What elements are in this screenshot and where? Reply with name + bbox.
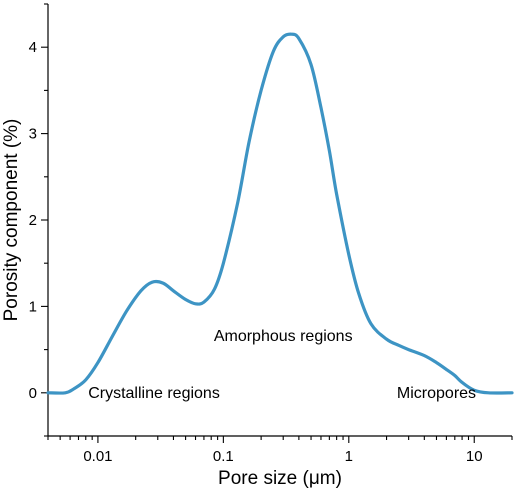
annotations: Crystalline regions Amorphous regions Micr… [88, 328, 476, 402]
y-tick-label: 1 [29, 298, 37, 315]
x-tick-label: 0.1 [213, 448, 234, 465]
y-axis-ticks: 0 1 2 3 4 [29, 3, 48, 437]
plot-frame [47, 4, 512, 437]
series-line [46, 32, 514, 395]
y-tick-label: 3 [29, 126, 37, 143]
x-axis-ticks: 0.01 0.1 1 10 [47, 436, 513, 465]
x-tick-label: 1 [345, 448, 353, 465]
y-tick-label: 2 [29, 212, 37, 229]
annotation-label: Micropores [397, 385, 476, 402]
x-axis-label: Pore size (μm) [218, 468, 342, 489]
x-tick-label: 0.01 [83, 448, 112, 465]
x-tick-label: 10 [466, 448, 483, 465]
annotation-label: Crystalline regions [88, 385, 220, 402]
annotation-label: Amorphous regions [214, 328, 353, 345]
y-tick-label: 0 [29, 385, 37, 402]
y-axis-label: Porosity component (%) [1, 119, 22, 322]
y-tick-label: 4 [29, 39, 37, 56]
